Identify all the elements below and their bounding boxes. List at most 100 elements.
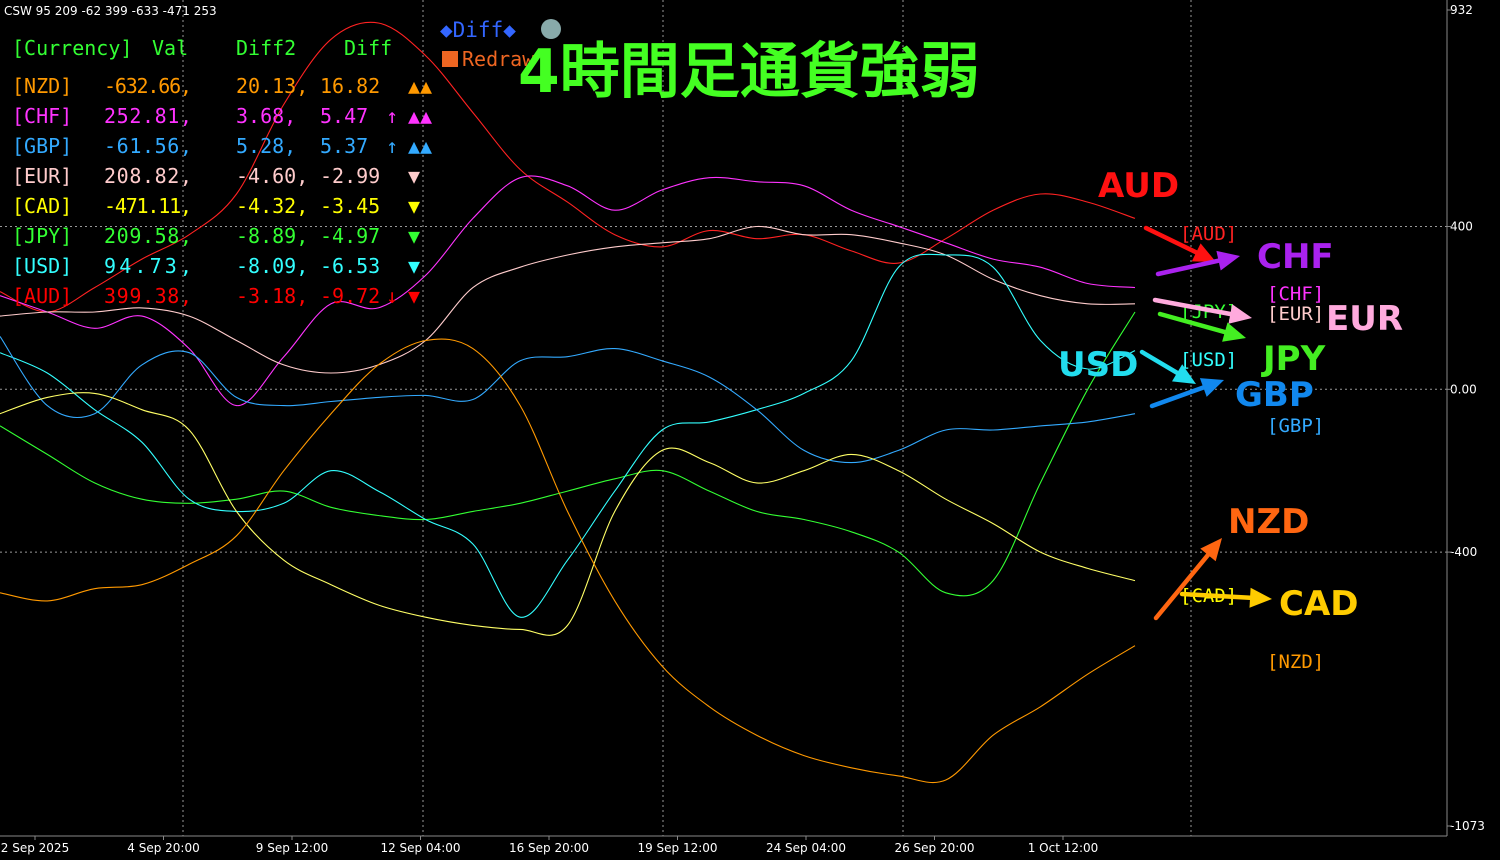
table-cell-diff2: 3.68, bbox=[236, 104, 296, 128]
diff-button-label[interactable]: ◆Diff◆ bbox=[440, 18, 516, 42]
arrow-usd-icon bbox=[1139, 349, 1196, 384]
table-cell-marks: ▼ bbox=[408, 284, 420, 308]
x-tick-label: 26 Sep 20:00 bbox=[894, 841, 974, 855]
table-cell-diff2: 5.28, bbox=[236, 134, 296, 158]
currency-label-jpy: JPY bbox=[1261, 339, 1326, 379]
table-cell-diff: -9.72 bbox=[320, 284, 380, 308]
table-cell-val: -632.66, bbox=[104, 74, 192, 98]
redraw-button[interactable]: Redraw bbox=[442, 47, 535, 71]
table-cell-diff2: -8.89, bbox=[236, 224, 308, 248]
series-line-jpy bbox=[0, 311, 1136, 597]
x-tick-label: 16 Sep 20:00 bbox=[509, 841, 589, 855]
table-cell-diff2: 20.13, bbox=[236, 74, 308, 98]
table-cell-arrow: ↑ bbox=[386, 134, 398, 158]
series-line-cad bbox=[0, 392, 1136, 636]
currency-tag-chf: [CHF] bbox=[1267, 283, 1324, 305]
currency-tag-usd: [USD] bbox=[1180, 349, 1237, 371]
arrow-aud-icon bbox=[1143, 225, 1216, 262]
table-cell-marks: ▼ bbox=[408, 164, 420, 188]
table-row-aud: [AUD] 399.38, -3.18, -9.72 ↓ ▼ bbox=[12, 284, 420, 308]
table-cell-diff: -6.53 bbox=[320, 254, 380, 278]
x-tick-label: 4 Sep 20:00 bbox=[127, 841, 199, 855]
y-tick-label: -1073 bbox=[1450, 819, 1485, 833]
table-row-jpy: [JPY] 209.58, -8.89, -4.97 ▼ bbox=[12, 224, 420, 248]
currency-tag-aud: [AUD] bbox=[1180, 223, 1237, 245]
series-line-gbp bbox=[0, 336, 1136, 464]
table-cell-marks: ▲▲ bbox=[408, 104, 432, 128]
table-cell-val: 209.58, bbox=[104, 224, 192, 248]
table-header-val: Val bbox=[152, 36, 188, 60]
table-cell-diff: -4.97 bbox=[320, 224, 380, 248]
table-cell-val: -61.56, bbox=[104, 134, 192, 158]
table-cell-currency: [CAD] bbox=[12, 194, 72, 218]
currency-label-eur: EUR bbox=[1326, 299, 1403, 339]
table-cell-val: 399.38, bbox=[104, 284, 192, 308]
table-cell-currency: [GBP] bbox=[12, 134, 72, 158]
currency-tag-gbp: [GBP] bbox=[1267, 415, 1324, 437]
redraw-button-label[interactable]: Redraw bbox=[462, 47, 535, 71]
series-layer bbox=[0, 21, 1136, 784]
y-tick-label: 0.00 bbox=[1450, 382, 1477, 396]
x-tick-label: 19 Sep 12:00 bbox=[637, 841, 717, 855]
table-cell-currency: [AUD] bbox=[12, 284, 72, 308]
currency-label-aud: AUD bbox=[1098, 166, 1179, 206]
table-cell-diff2: -4.32, bbox=[236, 194, 308, 218]
series-line-usd bbox=[0, 253, 1136, 618]
x-tick-label: 12 Sep 04:00 bbox=[380, 841, 460, 855]
chart-title: 4時間足通貨強弱 bbox=[518, 37, 980, 107]
table-cell-marks: ▼ bbox=[408, 254, 420, 278]
series-line-nzd bbox=[0, 338, 1136, 784]
table-cell-arrow: ↓ bbox=[386, 284, 398, 308]
arrow-nzd-icon bbox=[1153, 538, 1222, 621]
table-row-cad: [CAD] -471.11, -4.32, -3.45 ▼ bbox=[12, 194, 420, 218]
x-tick-label: 2 Sep 2025 bbox=[1, 841, 69, 855]
table-cell-marks: ▼ bbox=[408, 194, 420, 218]
table-cell-currency: [NZD] bbox=[12, 74, 72, 98]
table-header-diff: Diff bbox=[344, 36, 392, 60]
table-cell-diff: -2.99 bbox=[320, 164, 380, 188]
arrow-eur-icon bbox=[1152, 297, 1252, 324]
table-cell-currency: [USD] bbox=[12, 254, 72, 278]
currency-label-usd: USD bbox=[1058, 345, 1138, 385]
table-cell-diff2: -8.09, bbox=[236, 254, 308, 278]
table-cell-diff: 16.82 bbox=[320, 74, 380, 98]
arrow-chf-icon bbox=[1155, 250, 1240, 277]
table-cell-marks: ▼ bbox=[408, 224, 420, 248]
table-cell-marks: ▲▲ bbox=[408, 134, 432, 158]
arrow-cad-icon bbox=[1179, 587, 1272, 608]
currency-table: [Currency] Val Diff2 Diff [NZD] -632.66, 2… bbox=[12, 36, 432, 308]
table-cell-val: 252.81, bbox=[104, 104, 192, 128]
y-axis: 932 400 0.00 -400 -1073 bbox=[1447, 3, 1485, 833]
series-line-aud bbox=[0, 21, 1136, 313]
table-cell-diff: 5.47 bbox=[320, 104, 368, 128]
currency-label-nzd: NZD bbox=[1228, 502, 1309, 542]
table-cell-diff2: -4.60, bbox=[236, 164, 308, 188]
y-tick-label: 400 bbox=[1450, 220, 1473, 234]
table-row-eur: [EUR] 208.82, -4.60, -2.99 ▼ bbox=[12, 164, 420, 188]
table-header-currency: [Currency] bbox=[12, 36, 132, 60]
table-cell-val: -471.11, bbox=[104, 194, 192, 218]
currency-label-chf: CHF bbox=[1257, 237, 1334, 277]
table-header-diff2: Diff2 bbox=[236, 36, 296, 60]
table-cell-arrow: ↑ bbox=[386, 104, 398, 128]
table-row-gbp: [GBP] -61.56, 5.28, 5.37 ↑ ▲▲ bbox=[12, 134, 432, 158]
table-cell-currency: [JPY] bbox=[12, 224, 72, 248]
table-cell-diff2: -3.18, bbox=[236, 284, 308, 308]
series-line-chf bbox=[0, 175, 1136, 407]
arrow-gbp-icon bbox=[1149, 378, 1224, 409]
table-cell-diff: 5.37 bbox=[320, 134, 368, 158]
currency-label-cad: CAD bbox=[1279, 584, 1359, 624]
x-tick-label: 1 Oct 12:00 bbox=[1028, 841, 1099, 855]
table-cell-val: 208.82, bbox=[104, 164, 192, 188]
diff-indicator-dot bbox=[541, 19, 561, 39]
currency-tag-nzd: [NZD] bbox=[1267, 651, 1324, 673]
x-tick-label: 9 Sep 12:00 bbox=[256, 841, 328, 855]
currency-tag-eur: [EUR] bbox=[1267, 303, 1324, 325]
table-row-nzd: [NZD] -632.66, 20.13, 16.82 ▲▲ bbox=[12, 74, 432, 98]
currency-arrows bbox=[1139, 225, 1272, 621]
y-tick-label: -400 bbox=[1450, 545, 1477, 559]
diff-button[interactable]: ◆Diff◆ bbox=[440, 18, 561, 42]
